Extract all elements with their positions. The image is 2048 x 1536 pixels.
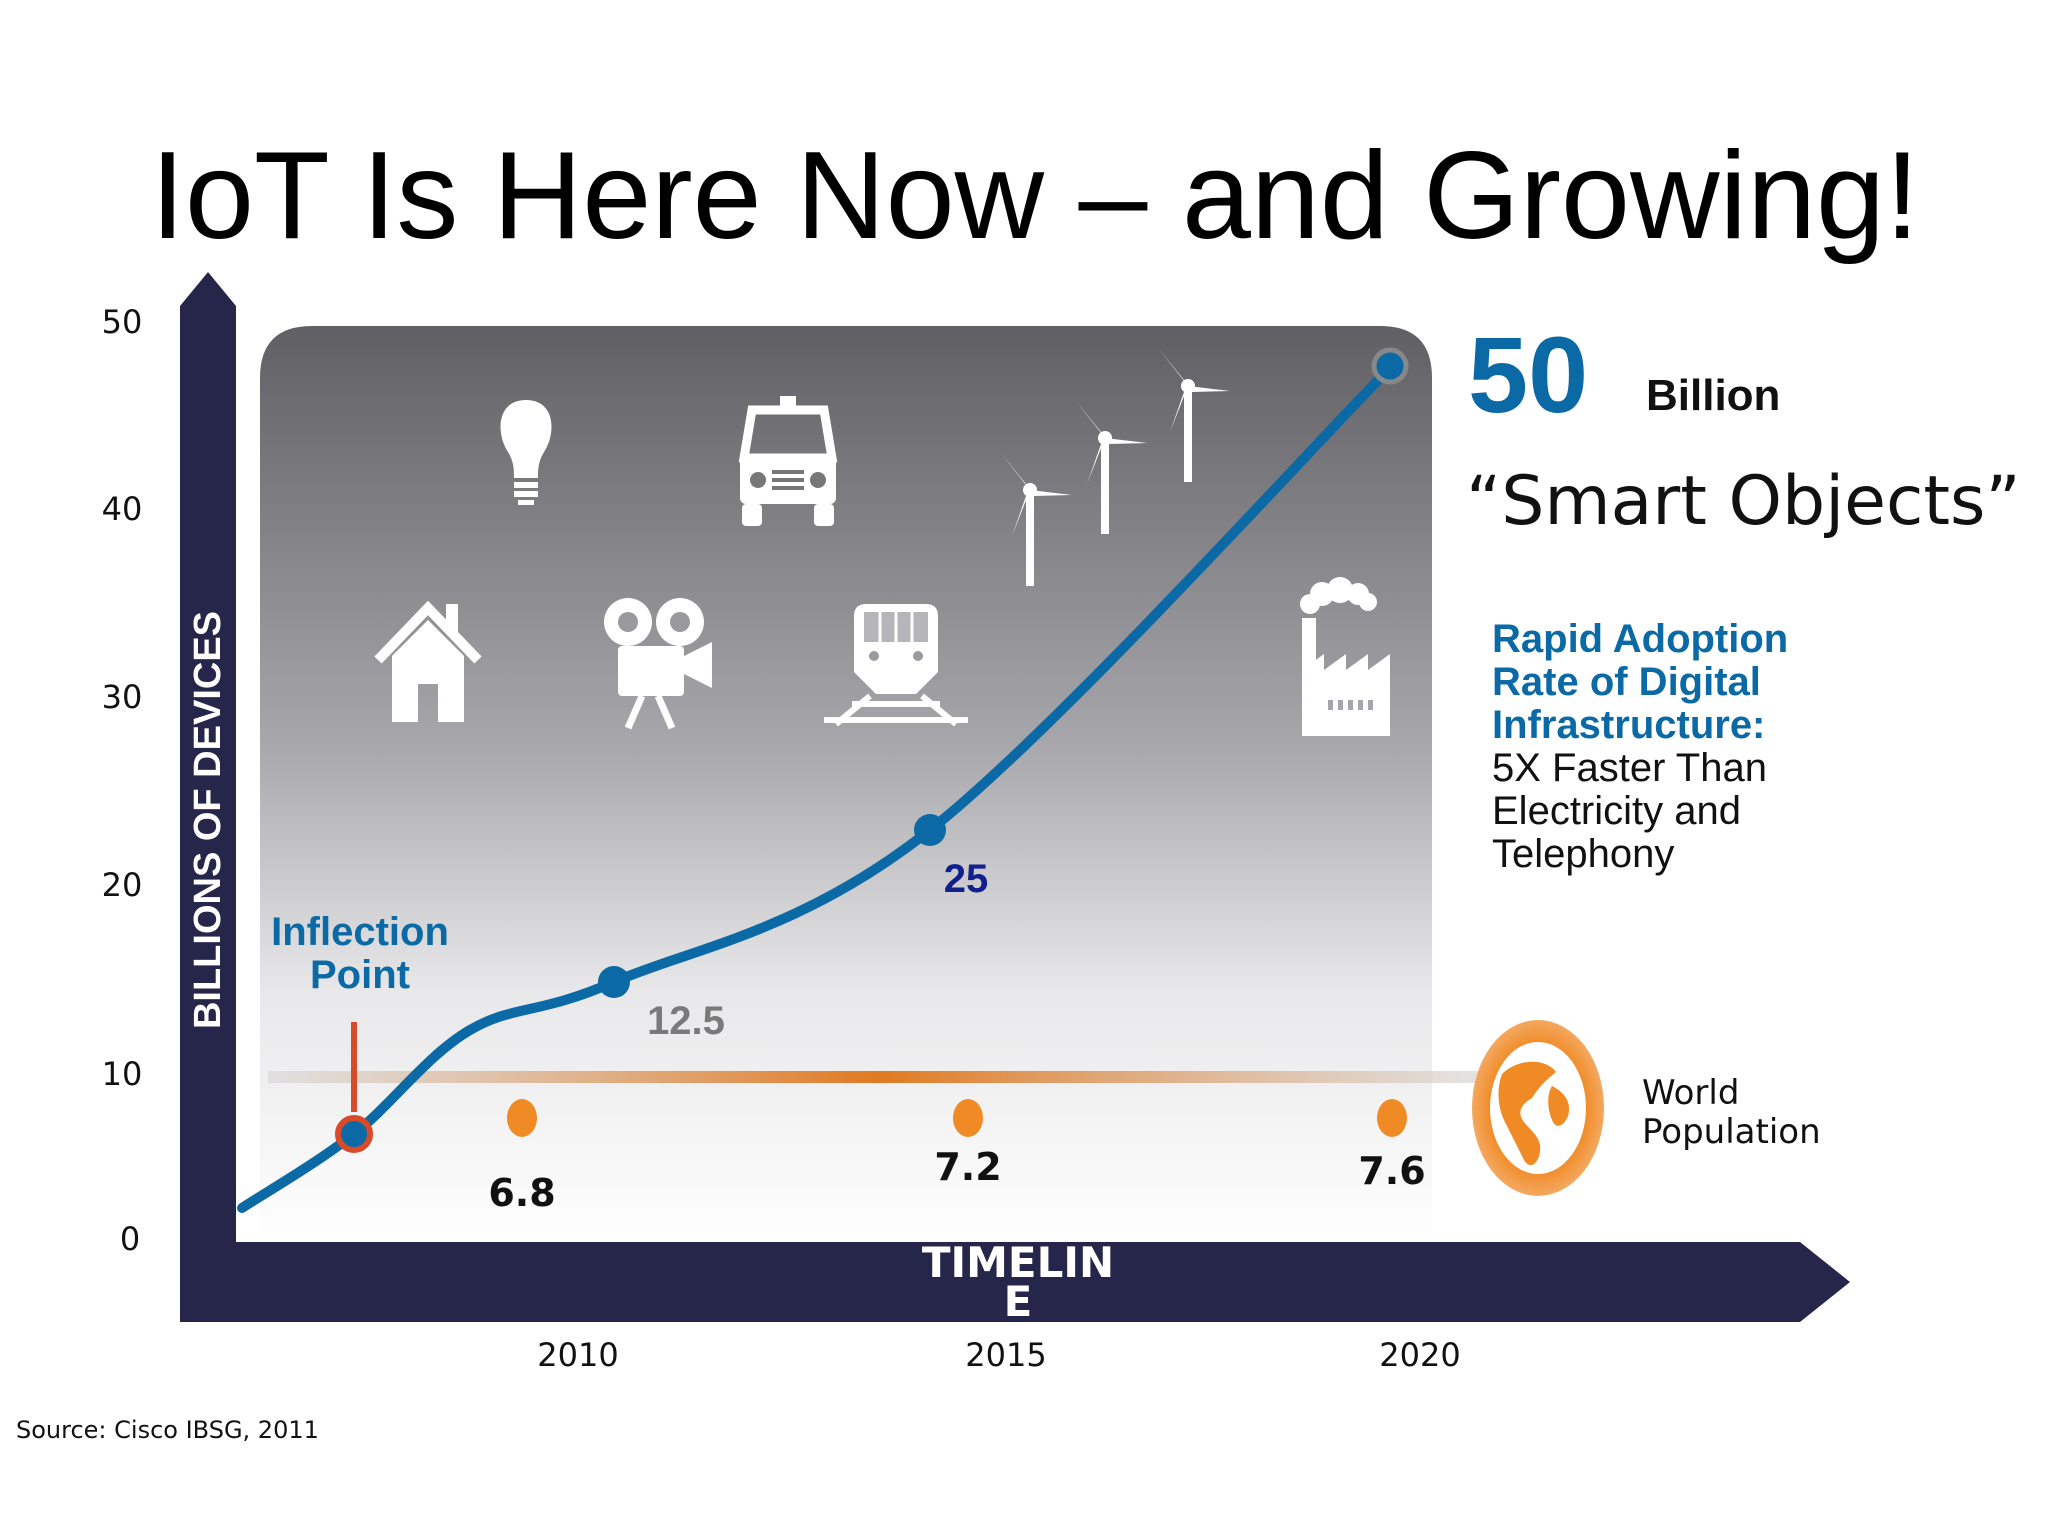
population-label-7-2: 7.2 [934, 1145, 1001, 1189]
population-point-2020 [1377, 1099, 1407, 1137]
house-icon [374, 600, 482, 722]
globe-icon [1472, 1020, 1604, 1196]
x-tick-2020: 2020 [1379, 1336, 1460, 1374]
car-icon [738, 396, 838, 526]
population-label-7-6: 7.6 [1358, 1149, 1425, 1193]
x-tick-2015: 2015 [965, 1336, 1046, 1374]
iot-point-inflection [335, 1115, 373, 1153]
iot-label-25: 25 [944, 857, 989, 901]
page-title: IoT Is Here Now – and Growing! [151, 127, 1920, 265]
video-camera-icon [604, 598, 712, 730]
source-note: Source: Cisco IBSG, 2011 [16, 1416, 319, 1444]
light-bulb-icon [500, 400, 552, 505]
train-icon [824, 604, 968, 727]
y-tick-40: 40 [102, 490, 143, 528]
iot-point-12-5 [598, 966, 630, 998]
chart-background-panel [260, 326, 1432, 1250]
population-label-6-8: 6.8 [488, 1171, 555, 1215]
callout-big-number: 50 [1468, 314, 1588, 435]
iot-point-50 [1371, 347, 1409, 385]
x-axis-bar [180, 1242, 1850, 1322]
inflection-label-line2: Point [310, 953, 410, 997]
detail-line-2: Electricity and [1492, 789, 1741, 833]
y-tick-10: 10 [102, 1055, 143, 1093]
y-axis-label: BILLIONS OF DEVICES [187, 611, 229, 1029]
callout-unit: Billion [1646, 371, 1780, 420]
factory-icon [1300, 577, 1390, 736]
y-tick-20: 20 [102, 866, 143, 904]
iot-label-12-5: 12.5 [647, 999, 725, 1043]
y-tick-30: 30 [102, 678, 143, 716]
adoption-line-2: Rate of Digital [1492, 660, 1761, 704]
x-axis-label-line2: E [1004, 1277, 1033, 1326]
y-tick-50: 50 [102, 303, 143, 341]
population-point-2010 [507, 1099, 537, 1137]
callout-subtitle: “Smart Objects” [1466, 462, 2021, 541]
adoption-line-3: Infrastructure: [1492, 703, 1765, 747]
iot-point-25 [914, 814, 946, 846]
x-axis-label-line1: TIMELIN [922, 1238, 1114, 1287]
x-tick-2010: 2010 [537, 1336, 618, 1374]
world-population-label-line2: Population [1642, 1112, 1821, 1152]
population-point-2015 [953, 1099, 983, 1137]
detail-line-3: Telephony [1492, 832, 1674, 876]
world-population-band [268, 1071, 1488, 1083]
wind-turbine-icon [1000, 348, 1230, 586]
inflection-label-line1: Inflection [271, 910, 449, 954]
world-population-label-line1: World [1642, 1073, 1739, 1113]
y-tick-0: 0 [120, 1220, 140, 1258]
adoption-line-1: Rapid Adoption [1492, 617, 1788, 661]
y-axis-bar [180, 272, 236, 1322]
detail-line-1: 5X Faster Than [1492, 746, 1767, 790]
